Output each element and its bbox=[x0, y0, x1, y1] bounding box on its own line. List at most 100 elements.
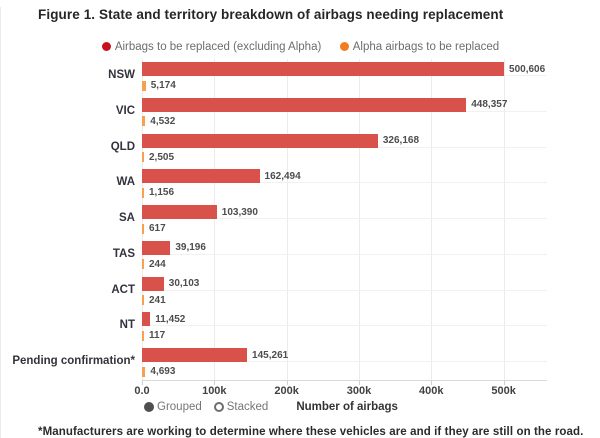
plot-area: NSW 500,606 5,174 VIC 448,357 4,532 QLD 326,168… bbox=[12, 59, 547, 381]
legend-item-alpha: Alpha airbags to be replaced bbox=[339, 41, 499, 53]
bar-replaced bbox=[142, 205, 217, 220]
bar-group: 241 bbox=[142, 295, 547, 306]
bar-alpha bbox=[142, 259, 144, 270]
bar-value-label: 2,505 bbox=[149, 151, 175, 163]
bar-replaced bbox=[142, 133, 378, 148]
bar-value-label: 30,103 bbox=[168, 278, 200, 290]
bar-alpha bbox=[142, 152, 144, 163]
axis-tick bbox=[214, 381, 216, 385]
x-axis: 0.0 100k 200k 300k 400k 500k bbox=[134, 381, 547, 398]
axis-tick bbox=[286, 381, 288, 385]
row-gridline bbox=[142, 218, 547, 220]
orange-dot-icon bbox=[339, 42, 349, 51]
category-label: SA bbox=[119, 212, 135, 225]
figure-container: Figure 1. State and territory breakdown … bbox=[0, 7, 600, 438]
bar-value-label: 617 bbox=[149, 223, 166, 235]
bar-group: 5,174 bbox=[142, 80, 547, 91]
row-gridline bbox=[142, 361, 547, 363]
radio-unselected-icon bbox=[213, 402, 224, 412]
axis-tick bbox=[503, 381, 505, 385]
category-label: Pending confirmation* bbox=[12, 355, 135, 368]
bar-alpha bbox=[142, 366, 146, 377]
chart-footer: Grouped Stacked Number of airbags bbox=[144, 401, 600, 413]
gridline bbox=[431, 59, 433, 380]
bar-value-label: 5,174 bbox=[150, 80, 176, 91]
stacked-toggle-label: Stacked bbox=[226, 401, 269, 413]
bar-group: 103,390 bbox=[142, 202, 547, 220]
figure-title: Figure 1. State and territory breakdown … bbox=[38, 7, 504, 22]
gridline bbox=[358, 59, 360, 380]
axis-tick-label: 400k bbox=[419, 385, 444, 397]
bar-alpha bbox=[142, 116, 146, 127]
bar-value-label: 103,390 bbox=[221, 206, 258, 218]
bar-replaced bbox=[142, 276, 164, 291]
bar-value-label: 162,494 bbox=[264, 170, 301, 182]
bar-alpha bbox=[142, 295, 144, 306]
bar-group: 448,357 bbox=[142, 95, 547, 112]
legend-label: Airbags to be replaced (excluding Alpha) bbox=[114, 40, 322, 53]
category-label: ACT bbox=[111, 283, 135, 296]
category-label: NSW bbox=[108, 69, 135, 81]
category-row: WA 162,494 1,156 bbox=[116, 166, 547, 202]
bar-value-label: 117 bbox=[149, 330, 166, 342]
category-row: SA 103,390 617 bbox=[119, 202, 547, 238]
x-axis-title: Number of airbags bbox=[296, 401, 398, 413]
axis-tick-label: 0.0 bbox=[134, 385, 150, 397]
category-label: WA bbox=[116, 176, 135, 189]
bar-alpha bbox=[142, 330, 144, 341]
gridline bbox=[142, 59, 143, 380]
bar-value-label: 448,357 bbox=[471, 99, 508, 111]
axis-tick-label: 100k bbox=[202, 385, 227, 397]
bar-group: 145,261 bbox=[142, 345, 547, 363]
legend: Airbags to be replaced (excluding Alpha)… bbox=[1, 38, 600, 56]
bar-group: 326,168 bbox=[142, 131, 547, 148]
bar-group: 30,103 bbox=[142, 274, 547, 291]
bar-value-label: 500,606 bbox=[509, 63, 546, 75]
footnote: *Manufacturers are working to determine … bbox=[38, 426, 584, 438]
bar-group: 39,196 bbox=[142, 238, 547, 255]
category-row: NT 11,452 117 bbox=[120, 309, 547, 345]
bar-replaced bbox=[142, 348, 248, 363]
category-label: QLD bbox=[110, 140, 135, 153]
bar-alpha bbox=[142, 80, 146, 91]
bar-group: 162,494 bbox=[142, 166, 547, 184]
bar-value-label: 39,196 bbox=[175, 242, 206, 254]
bar-value-label: 241 bbox=[149, 294, 166, 306]
stacked-toggle[interactable]: Stacked bbox=[213, 401, 269, 413]
radio-selected-icon bbox=[144, 402, 154, 412]
red-dot-icon bbox=[101, 42, 111, 51]
axis-tick-label: 200k bbox=[274, 385, 299, 397]
category-row: ACT 30,103 241 bbox=[111, 274, 547, 310]
bar-group: 11,452 bbox=[142, 309, 547, 327]
bar-replaced bbox=[142, 312, 151, 327]
bar-value-label: 244 bbox=[149, 258, 166, 270]
bar-alpha bbox=[142, 223, 144, 234]
bar-value-label: 4,693 bbox=[150, 366, 176, 378]
bar-replaced bbox=[142, 240, 171, 255]
category-row: QLD 326,168 2,505 bbox=[111, 131, 547, 167]
category-label: TAS bbox=[112, 247, 135, 260]
bar-value-label: 145,261 bbox=[252, 349, 289, 361]
axis-tick bbox=[142, 381, 143, 385]
category-label: VIC bbox=[115, 104, 135, 117]
grouped-toggle-label: Grouped bbox=[157, 401, 202, 413]
bar-group: 4,693 bbox=[142, 366, 547, 377]
category-row: TAS 39,196 244 bbox=[113, 238, 547, 274]
bar-value-label: 326,168 bbox=[382, 135, 420, 147]
axis-tick-label: 500k bbox=[491, 385, 516, 397]
bar-value-label: 1,156 bbox=[149, 187, 175, 199]
legend-item-replaced: Airbags to be replaced (excluding Alpha) bbox=[101, 40, 322, 53]
row-gridline bbox=[142, 289, 547, 291]
bar-value-label: 4,532 bbox=[150, 115, 176, 127]
row-gridline bbox=[142, 182, 547, 184]
bar-group: 2,505 bbox=[142, 152, 547, 163]
category-row: VIC 448,357 4,532 bbox=[116, 95, 547, 131]
axis-tick-label: 300k bbox=[346, 385, 372, 397]
axis-tick bbox=[358, 381, 360, 385]
bar-group: 117 bbox=[142, 330, 547, 341]
category-label: NT bbox=[119, 319, 135, 332]
grouped-toggle[interactable]: Grouped bbox=[144, 401, 202, 413]
bar-value-label: 11,452 bbox=[155, 313, 186, 325]
row-gridline bbox=[142, 253, 547, 255]
category-row: NSW 500,606 5,174 bbox=[108, 59, 547, 95]
